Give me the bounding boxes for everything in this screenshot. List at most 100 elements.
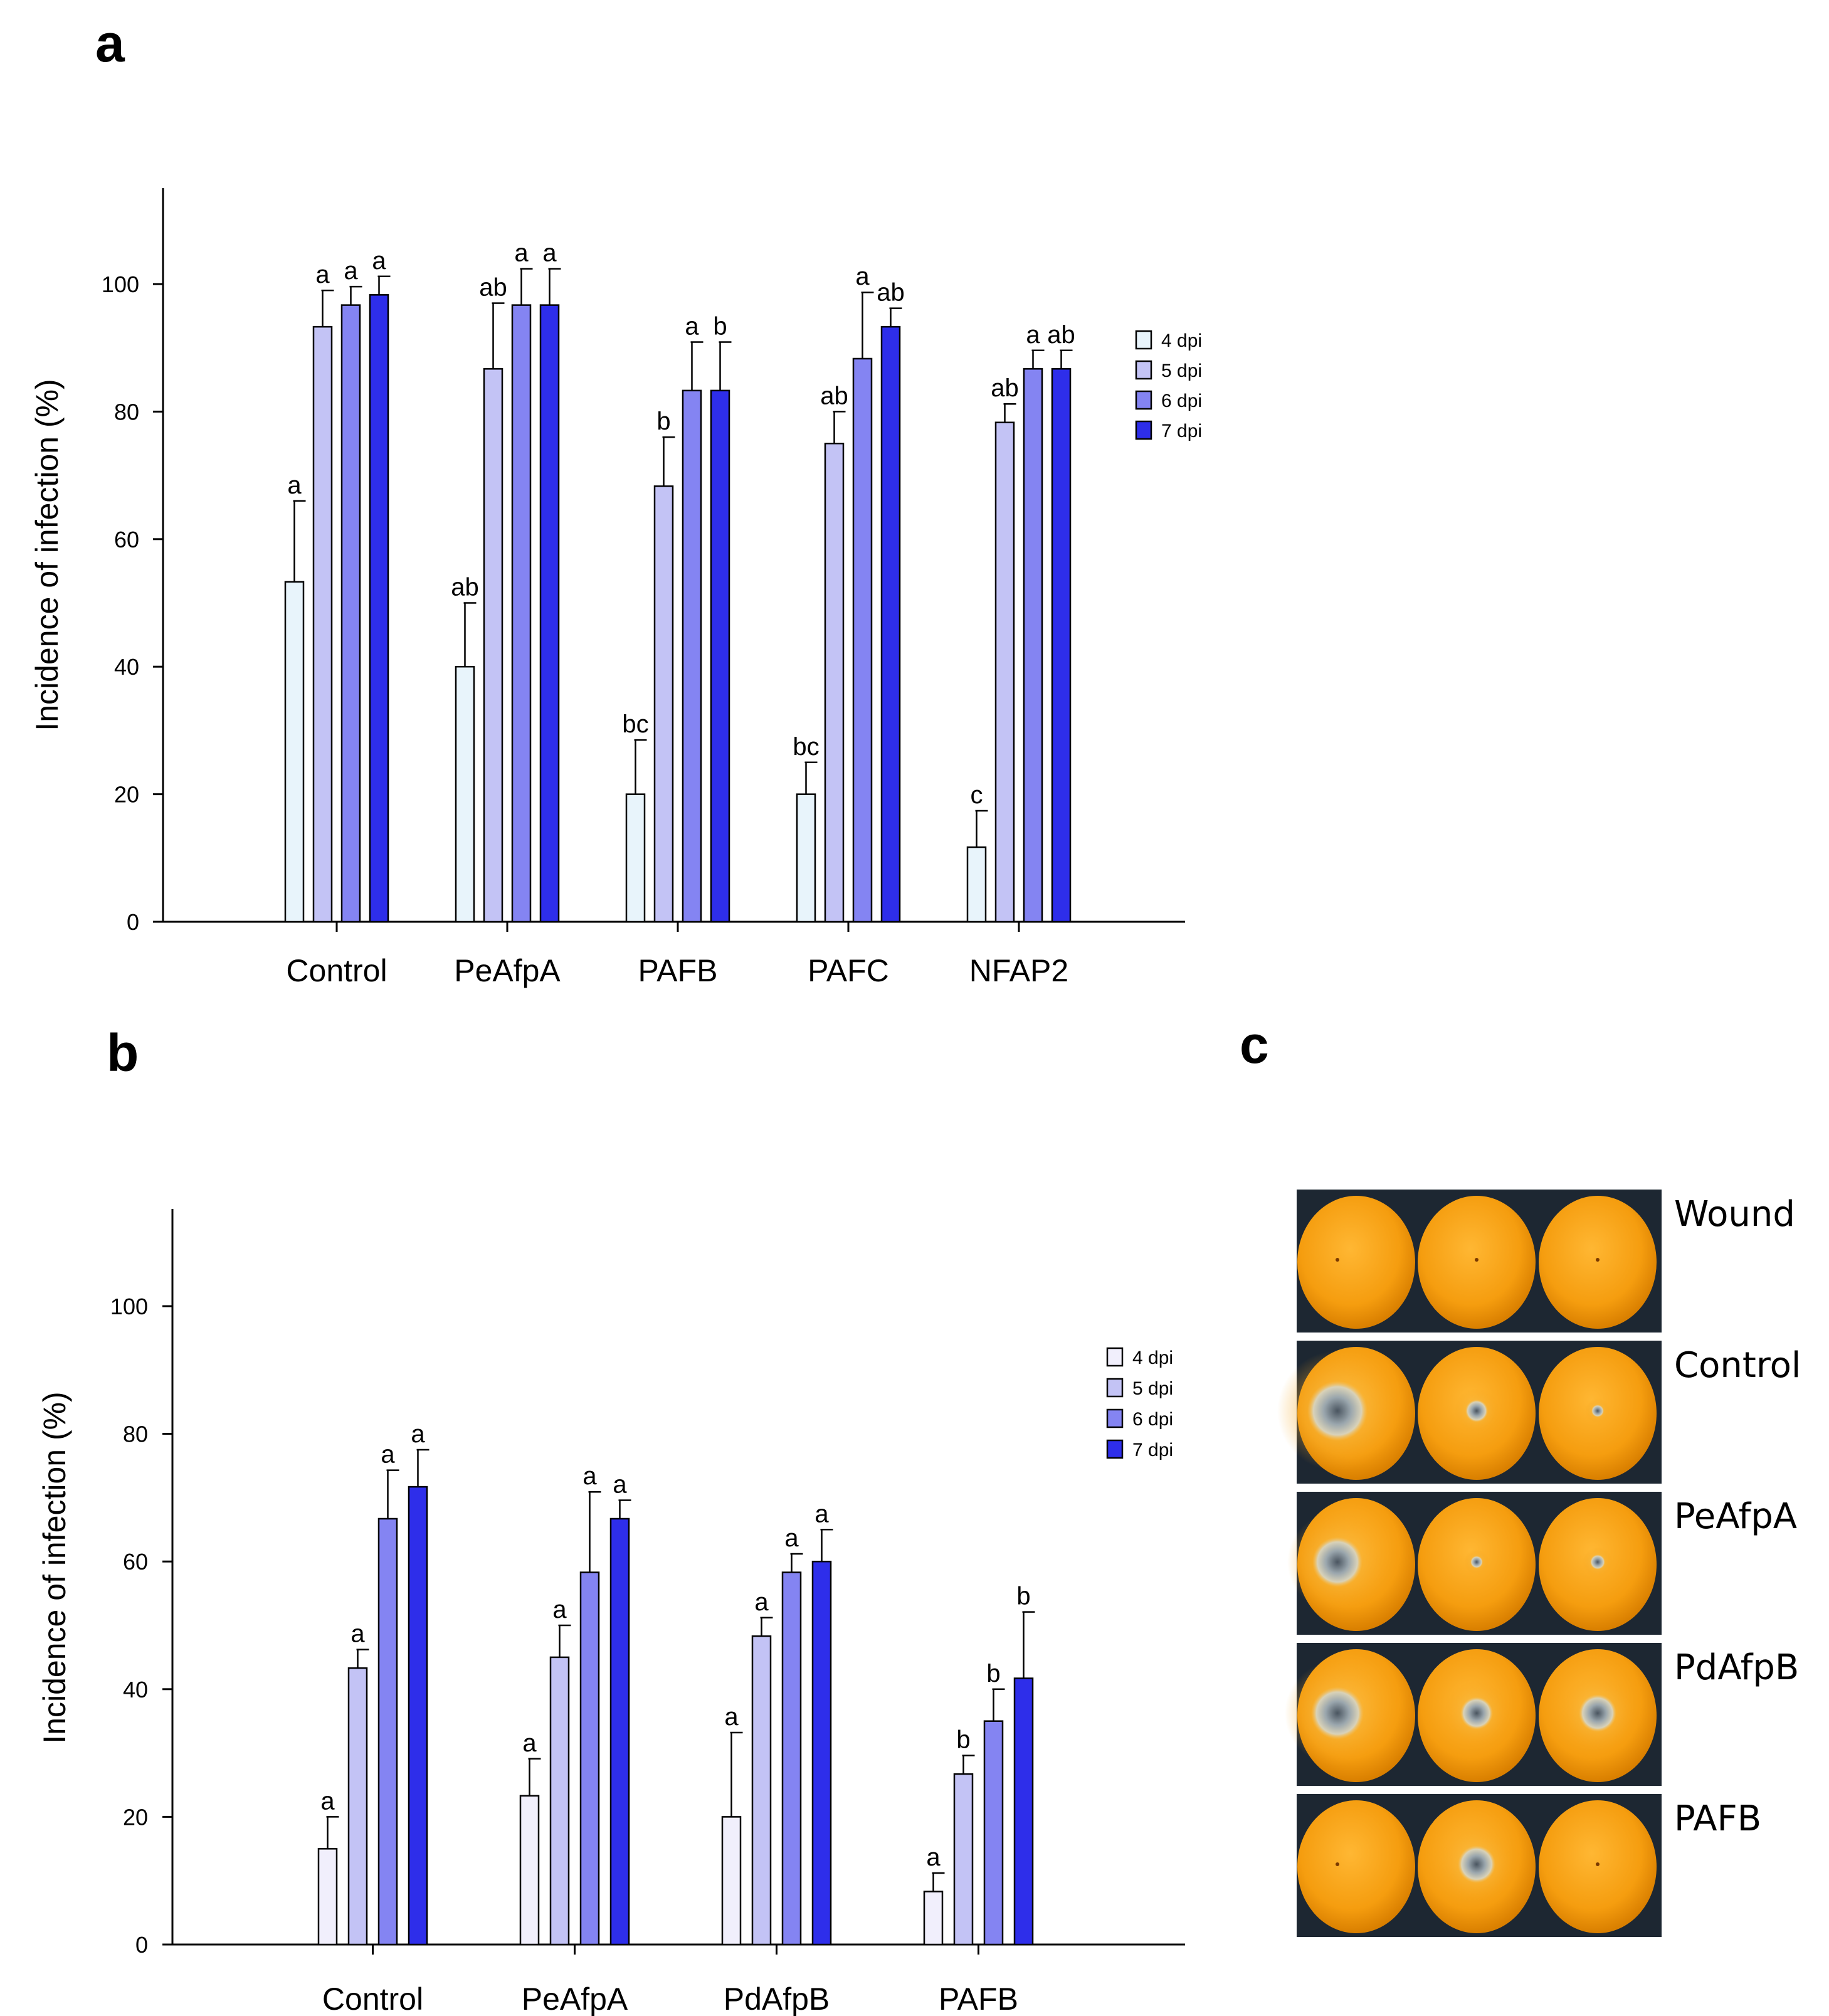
chart-a-bar xyxy=(653,485,674,923)
chart-a-significance-label: a xyxy=(344,257,358,285)
mold-lesion xyxy=(1590,1554,1605,1570)
chart-b-category-label: PeAfpA xyxy=(522,1982,628,2016)
chart-a-y-tick-label: 60 xyxy=(114,527,139,552)
chart-a-significance-label: ab xyxy=(1047,321,1075,349)
chart-a-bar xyxy=(852,357,873,923)
photo-row-label: PdAfpB xyxy=(1674,1647,1799,1688)
chart-a-legend-entry: 5 dpi xyxy=(1161,361,1202,381)
mold-lesion xyxy=(1312,1537,1363,1587)
panel-letter-b: b xyxy=(107,1023,139,1082)
mold-lesion xyxy=(1307,1381,1368,1441)
chart-a-legend-entry: 7 dpi xyxy=(1161,421,1202,441)
chart-b-bar xyxy=(347,1667,368,1946)
chart-b-category-label: PdAfpB xyxy=(724,1982,830,2016)
chart-b-y-tick-label: 100 xyxy=(110,1294,148,1319)
chart-a-significance-label: a xyxy=(514,240,529,267)
photo-row-label: PeAfpA xyxy=(1674,1496,1797,1537)
chart-b-legend-swatch xyxy=(1106,1408,1124,1428)
orange-fruit xyxy=(1539,1196,1657,1329)
chart-a-significance-label: a xyxy=(1026,321,1040,349)
chart-a-significance-label: a xyxy=(685,313,699,340)
chart-b-significance-label: a xyxy=(351,1620,365,1648)
wound-mark xyxy=(1336,1862,1339,1866)
chart-a-bar xyxy=(994,421,1015,923)
chart-b-significance-label: b xyxy=(956,1726,970,1754)
chart-a-category-label: PeAfpA xyxy=(454,953,561,988)
chart-a-significance-label: c xyxy=(971,781,983,809)
orange-fruit xyxy=(1418,1196,1536,1329)
chart-a-significance-label: ab xyxy=(877,279,905,307)
chart-a-legend: 4 dpi 5 dpi 6 dpi 7 dpi xyxy=(1135,330,1202,441)
chart-a-category-label: Control xyxy=(286,953,387,988)
chart-a-bar xyxy=(1051,368,1072,923)
photo-row: Control xyxy=(1277,1341,1801,1484)
chart-b-y-axis-label: Incidence of infection (%) xyxy=(37,1391,72,1743)
chart-b-legend-swatch xyxy=(1106,1439,1124,1459)
chart-a-bar xyxy=(796,793,816,923)
chart-a-significance-label: a xyxy=(542,240,557,267)
chart-b-significance-label: a xyxy=(411,1420,425,1448)
chart-b-significance-label: a xyxy=(381,1441,395,1469)
chart-a-legend-swatch xyxy=(1135,390,1152,410)
chart-b-bar xyxy=(923,1891,944,1946)
chart-a-y-axis-label: Incidence of infection (%) xyxy=(29,379,65,731)
chart-a-significance-label: b xyxy=(713,313,727,340)
chart-a-axes: 0 20 40 60 80 100 Control PeAfpA PAFB PAFC NFAP2 xyxy=(102,188,1185,988)
mold-lesion xyxy=(1465,1400,1488,1422)
chart-a-bar xyxy=(824,443,845,923)
chart-a-bar xyxy=(625,793,646,923)
chart-a-significance-label: ab xyxy=(451,574,479,601)
chart-a: Incidence of infection (%) 0 20 40 60 80 100 C… xyxy=(29,188,1202,988)
panel-letter-a: a xyxy=(95,14,125,73)
chart-a-y-tick-label: 20 xyxy=(114,782,139,808)
chart-b-category-label: PAFB xyxy=(939,1982,1018,2016)
photo-row-label: Control xyxy=(1674,1345,1801,1386)
chart-b-bar xyxy=(519,1795,540,1946)
chart-a-significance-label: ab xyxy=(991,374,1019,402)
chart-b-bar xyxy=(811,1560,832,1946)
chart-a-bar xyxy=(966,846,987,923)
chart-a-bar xyxy=(455,665,475,923)
chart-a-bar xyxy=(312,325,333,923)
wound-mark xyxy=(1596,1258,1600,1262)
chart-b-bar xyxy=(781,1571,802,1946)
chart-b-significance-label: a xyxy=(814,1500,829,1528)
chart-a-significance-label: bc xyxy=(793,733,819,761)
chart-b-legend-entry: 4 dpi xyxy=(1132,1348,1173,1368)
mold-lesion xyxy=(1579,1694,1616,1732)
photo-row: Wound xyxy=(1297,1190,1795,1333)
chart-a-significance-label: b xyxy=(656,408,670,435)
chart-b-bar xyxy=(377,1517,398,1946)
mold-lesion xyxy=(1311,1687,1364,1739)
chart-b-significance-label: a xyxy=(784,1524,799,1552)
chart-b-bar xyxy=(609,1517,630,1946)
chart-a-significance-label: a xyxy=(287,472,302,499)
chart-a-bar xyxy=(340,304,361,923)
chart-b-y-tick-label: 80 xyxy=(123,1422,148,1447)
chart-b: Incidence of infection (%) 0 20 40 60 80 100 C… xyxy=(37,1209,1185,2016)
chart-a-bar xyxy=(539,304,560,923)
chart-b-significance-label: a xyxy=(926,1844,941,1871)
chart-b-axes: 0 20 40 60 80 100 Control PeAfpA PdAfpB PAFB xyxy=(110,1209,1185,2016)
chart-b-y-tick-label: 20 xyxy=(123,1804,148,1830)
chart-b-significance-label: a xyxy=(320,1787,335,1815)
chart-a-category-label: NFAP2 xyxy=(969,953,1068,988)
chart-b-legend: 4 dpi 5 dpi 6 dpi 7 dpi xyxy=(1106,1347,1173,1460)
wound-mark xyxy=(1596,1862,1600,1866)
chart-a-bar xyxy=(511,304,532,923)
chart-a-y-tick-label: 100 xyxy=(102,272,139,297)
wound-mark xyxy=(1475,1258,1478,1262)
chart-a-bar xyxy=(369,294,389,923)
chart-a-legend-swatch xyxy=(1135,330,1152,350)
chart-b-y-tick-label: 60 xyxy=(123,1549,148,1575)
chart-a-category-label: PAFC xyxy=(808,953,889,988)
chart-a-significance-label: ab xyxy=(820,382,848,409)
chart-b-legend-swatch xyxy=(1106,1378,1124,1398)
orange-fruit xyxy=(1297,1196,1415,1329)
chart-b-bar xyxy=(317,1848,338,1946)
photo-row: PeAfpA xyxy=(1287,1492,1797,1635)
chart-a-y-tick-label: 80 xyxy=(114,399,139,425)
